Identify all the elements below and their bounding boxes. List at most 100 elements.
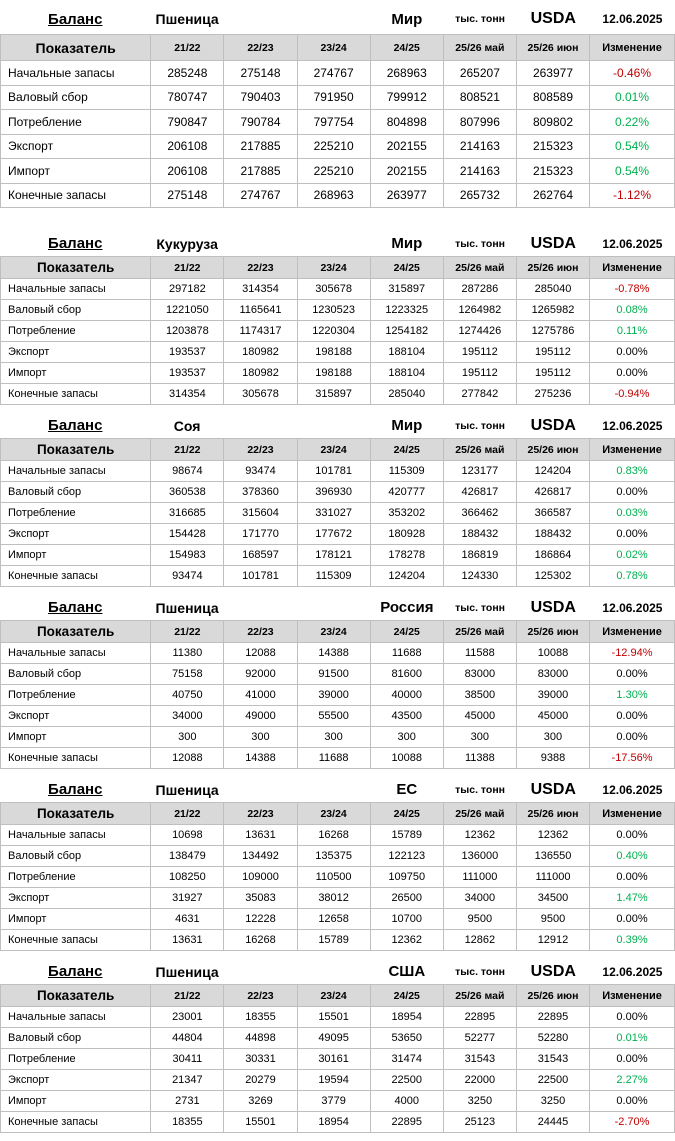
value-cell: 12362 bbox=[442, 824, 517, 846]
table-row: Начальные запасы 98674 93474 101781 115309 12… bbox=[0, 460, 675, 482]
value-cell: 31474 bbox=[369, 1048, 444, 1070]
value-cell: 217885 bbox=[223, 133, 298, 159]
column-header-year: 25/26 июн bbox=[515, 802, 591, 825]
table-title-balance: Баланс bbox=[48, 599, 103, 616]
value-cell: 15789 bbox=[296, 929, 371, 951]
value-cell: 426817 bbox=[442, 481, 517, 503]
column-header-year: 21/22 bbox=[150, 34, 225, 61]
value-cell: 55500 bbox=[296, 705, 371, 727]
table-row: Экспорт 34000 49000 55500 43500 45000 45000 0.0… bbox=[0, 705, 675, 727]
value-cell: 2731 bbox=[150, 1090, 225, 1112]
value-cell: 9500 bbox=[515, 908, 591, 930]
column-header-change: Изменение bbox=[589, 802, 675, 825]
table-body: Начальные запасы 11380 12088 14388 11688 1158… bbox=[0, 642, 675, 769]
column-header-year: 21/22 bbox=[150, 802, 225, 825]
value-cell: 274767 bbox=[296, 60, 371, 86]
table-row: Начальные запасы 10698 13631 16268 15789 1236… bbox=[0, 824, 675, 846]
value-cell: 300 bbox=[515, 726, 591, 748]
value-cell: 25123 bbox=[442, 1111, 517, 1133]
value-cell: 780747 bbox=[150, 84, 225, 110]
table-title-region: США bbox=[388, 963, 426, 980]
column-header-year: 23/24 bbox=[296, 34, 371, 61]
value-cell: 193537 bbox=[150, 362, 225, 384]
change-cell: 0.00% bbox=[589, 866, 675, 888]
change-cell: -0.94% bbox=[589, 383, 675, 405]
value-cell: 154983 bbox=[150, 544, 225, 566]
value-cell: 20279 bbox=[223, 1069, 298, 1091]
value-cell: 21347 bbox=[150, 1069, 225, 1091]
value-cell: 275148 bbox=[223, 60, 298, 86]
value-cell: 31543 bbox=[442, 1048, 517, 1070]
row-label: Начальные запасы bbox=[0, 460, 152, 482]
value-cell: 188432 bbox=[515, 523, 591, 545]
table-row: Конечные запасы 314354 305678 315897 285040 2… bbox=[0, 383, 675, 405]
column-header-change: Изменение bbox=[589, 34, 675, 61]
row-label: Импорт bbox=[0, 1090, 152, 1112]
value-cell: 195112 bbox=[515, 362, 591, 384]
usda-balance-report: Баланс Пшеница Мир тыс. тонн USDA 12.06.2025 П… bbox=[0, 4, 675, 1133]
column-header-year: 25/26 май bbox=[442, 620, 517, 643]
value-cell: 11588 bbox=[442, 642, 517, 664]
value-cell: 26500 bbox=[369, 887, 444, 909]
value-cell: 22000 bbox=[442, 1069, 517, 1091]
value-cell: 122123 bbox=[369, 845, 444, 867]
table-title-date: 12.06.2025 bbox=[602, 12, 663, 26]
value-cell: 177672 bbox=[296, 523, 371, 545]
value-cell: 12658 bbox=[296, 908, 371, 930]
table-row: Начальные запасы 285248 275148 274767 268963… bbox=[0, 60, 675, 86]
table-row: Импорт 2731 3269 3779 4000 3250 3250 0.00% bbox=[0, 1090, 675, 1112]
value-cell: 215323 bbox=[515, 158, 591, 184]
value-cell: 225210 bbox=[296, 158, 371, 184]
column-header-year: 25/26 июн bbox=[515, 34, 591, 61]
value-cell: 799912 bbox=[369, 84, 444, 110]
value-cell: 420777 bbox=[369, 481, 444, 503]
value-cell: 3250 bbox=[442, 1090, 517, 1112]
value-cell: 83000 bbox=[442, 663, 517, 685]
value-cell: 790847 bbox=[150, 109, 225, 135]
value-cell: 206108 bbox=[150, 133, 225, 159]
column-header-indicator: Показатель bbox=[0, 802, 152, 825]
value-cell: 1230523 bbox=[296, 299, 371, 321]
column-header-year: 25/26 май bbox=[442, 438, 517, 461]
table-title-date: 12.06.2025 bbox=[602, 782, 663, 797]
table-title-region: Мир bbox=[391, 235, 423, 252]
value-cell: 225210 bbox=[296, 133, 371, 159]
value-cell: 263977 bbox=[515, 60, 591, 86]
value-cell: 12228 bbox=[223, 908, 298, 930]
table-row: Валовый сбор 75158 92000 91500 81600 83000 830… bbox=[0, 663, 675, 685]
table-title-region: Россия bbox=[380, 599, 434, 616]
row-label: Начальные запасы bbox=[0, 824, 152, 846]
value-cell: 808589 bbox=[515, 84, 591, 110]
change-cell: -0.78% bbox=[589, 278, 675, 300]
change-cell: 0.83% bbox=[589, 460, 675, 482]
value-cell: 101781 bbox=[296, 460, 371, 482]
table-body: Начальные запасы 285248 275148 274767 268963… bbox=[0, 60, 675, 208]
change-cell: 0.00% bbox=[589, 908, 675, 930]
value-cell: 3779 bbox=[296, 1090, 371, 1112]
value-cell: 111000 bbox=[442, 866, 517, 888]
table-row: Начальные запасы 23001 18355 15501 18954 2289… bbox=[0, 1006, 675, 1028]
value-cell: 111000 bbox=[515, 866, 591, 888]
value-cell: 52277 bbox=[442, 1027, 517, 1049]
row-label: Начальные запасы bbox=[0, 642, 152, 664]
table-row: Экспорт 154428 171770 177672 180928 188432 188… bbox=[0, 523, 675, 545]
value-cell: 53650 bbox=[369, 1027, 444, 1049]
table-row: Начальные запасы 297182 314354 305678 315897… bbox=[0, 278, 675, 300]
value-cell: 1275786 bbox=[515, 320, 591, 342]
table-row: Импорт 300 300 300 300 300 300 0.00% bbox=[0, 726, 675, 748]
table-title-units: тыс. тонн bbox=[455, 237, 506, 250]
row-label: Потребление bbox=[0, 684, 152, 706]
value-cell: 38500 bbox=[442, 684, 517, 706]
table-title-commodity: Пшеница bbox=[155, 11, 219, 27]
value-cell: 18954 bbox=[296, 1111, 371, 1133]
value-cell: 808521 bbox=[442, 84, 517, 110]
row-label: Экспорт bbox=[0, 523, 152, 545]
row-label: Конечные запасы bbox=[0, 1111, 152, 1133]
value-cell: 305678 bbox=[296, 278, 371, 300]
value-cell: 195112 bbox=[515, 341, 591, 363]
value-cell: 300 bbox=[369, 726, 444, 748]
value-cell: 15789 bbox=[369, 824, 444, 846]
change-cell: -2.70% bbox=[589, 1111, 675, 1133]
row-label: Импорт bbox=[0, 158, 152, 184]
value-cell: 807996 bbox=[442, 109, 517, 135]
